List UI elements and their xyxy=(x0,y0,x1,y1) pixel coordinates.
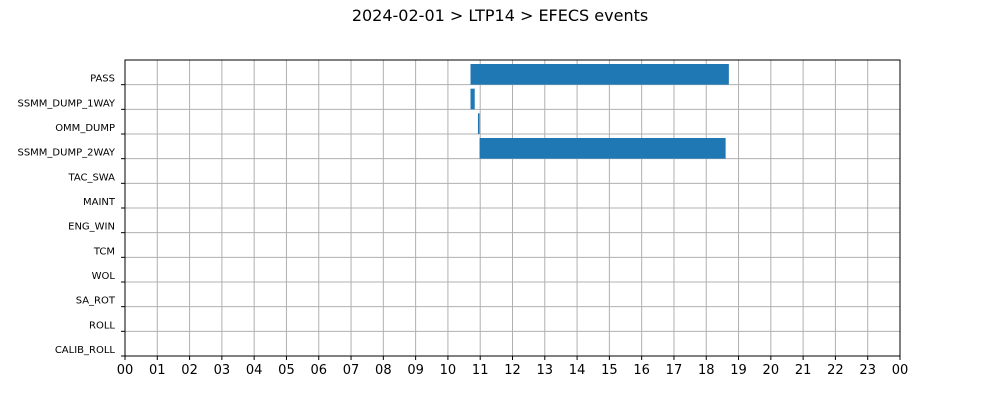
x-tick-label: 23 xyxy=(859,363,876,378)
x-tick-label: 21 xyxy=(795,363,812,378)
x-tick-label: 12 xyxy=(504,363,521,378)
x-tick-label: 11 xyxy=(472,363,489,378)
y-tick-label: SSMM_DUMP_2WAY xyxy=(17,148,115,159)
y-tick-label: ENG_WIN xyxy=(68,222,115,233)
x-tick-label: 00 xyxy=(892,363,909,378)
y-tick-label: WOL xyxy=(92,271,116,282)
y-tick-label: OMM_DUMP xyxy=(55,123,115,134)
x-tick-label: 04 xyxy=(246,363,263,378)
x-tick-label: 19 xyxy=(730,363,747,378)
y-tick-label: ROLL xyxy=(89,320,115,331)
x-tick-label: 06 xyxy=(310,363,327,378)
event-bar-ssmm-dump-1way xyxy=(470,88,475,110)
event-bar-pass xyxy=(470,64,729,85)
chart-title: 2024-02-01 > LTP14 > EFECS events xyxy=(351,6,649,25)
x-tick-label: 03 xyxy=(214,363,231,378)
x-tick-label: 05 xyxy=(278,363,295,378)
y-tick-label: TCM xyxy=(93,246,115,257)
y-tick-label: PASS xyxy=(90,74,115,85)
x-tick-label: 16 xyxy=(633,363,650,378)
x-tick-label: 17 xyxy=(666,363,683,378)
y-tick-label: SA_ROT xyxy=(76,296,116,307)
axis-ticks: 00 01 02 03 04 05 06 07 08 09 10 11 12 13 14 15 16 17 18 19… xyxy=(17,74,908,378)
x-tick-label: 02 xyxy=(181,363,198,378)
x-tick-label: 14 xyxy=(569,363,586,378)
y-tick-label: MAINT xyxy=(83,197,116,208)
x-tick-label: 09 xyxy=(407,363,424,378)
event-bar-omm-dump xyxy=(477,113,480,134)
x-tick-label: 13 xyxy=(537,363,554,378)
grid xyxy=(124,60,901,357)
x-tick-label: 08 xyxy=(375,363,392,378)
x-tick-label: 07 xyxy=(343,363,360,378)
x-tick-label: 15 xyxy=(601,363,618,378)
y-tick-label: CALIB_ROLL xyxy=(55,345,116,356)
x-tick-label: 20 xyxy=(763,363,780,378)
x-tick-label: 10 xyxy=(440,363,457,378)
y-tick-label: TAC_SWA xyxy=(67,172,115,183)
x-tick-label: 22 xyxy=(827,363,844,378)
x-tick-label: 01 xyxy=(149,363,166,378)
x-tick-label: 00 xyxy=(117,363,134,378)
event-bar-ssmm-dump-2way xyxy=(479,138,726,159)
event-bars xyxy=(470,64,729,159)
x-tick-label: 18 xyxy=(698,363,715,378)
y-tick-label: SSMM_DUMP_1WAY xyxy=(17,98,115,109)
